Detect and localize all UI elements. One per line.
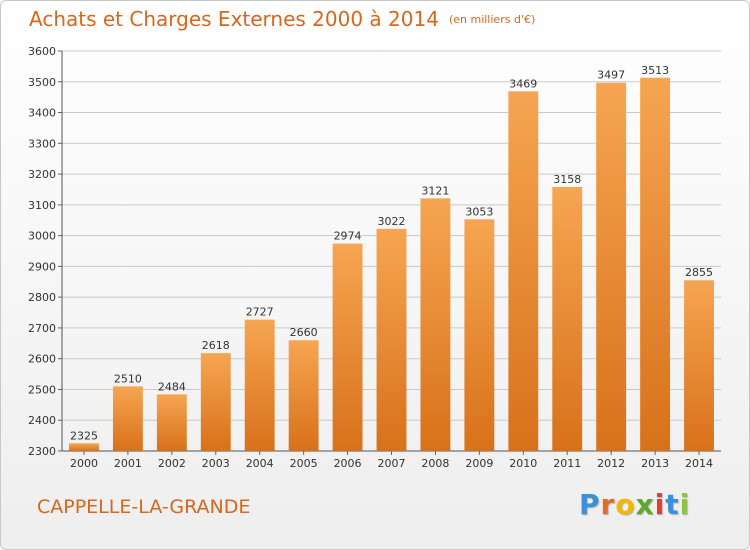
y-tick-label: 2500: [28, 383, 56, 396]
x-tick-label: 2006: [334, 457, 362, 470]
x-tick-label: 2000: [70, 457, 98, 470]
x-tick-label: 2009: [465, 457, 493, 470]
x-tick-label: 2001: [114, 457, 142, 470]
data-label: 2727: [246, 306, 274, 319]
y-tick-label: 3300: [28, 137, 56, 150]
x-tick-label: 2011: [553, 457, 581, 470]
y-tick-label: 2600: [28, 353, 56, 366]
x-tick-label: 2008: [421, 457, 449, 470]
bar: [200, 353, 231, 451]
y-tick-label: 2400: [28, 414, 56, 427]
bar: [112, 386, 143, 451]
bar: [552, 187, 583, 451]
y-tick-label: 3500: [28, 76, 56, 89]
bar: [332, 243, 363, 451]
data-label: 2484: [158, 380, 186, 393]
y-tick-label: 3000: [28, 230, 56, 243]
y-tick-label: 3400: [28, 107, 56, 120]
x-tick-label: 2007: [378, 457, 406, 470]
data-label: 3158: [553, 173, 581, 186]
data-label: 3053: [465, 205, 493, 218]
logo-letter: x: [635, 488, 655, 521]
proxiti-logo: Proxiti: [579, 488, 690, 521]
bar: [640, 77, 671, 452]
x-tick-label: 2012: [597, 457, 625, 470]
x-tick-label: 2014: [685, 457, 713, 470]
bar: [244, 319, 275, 451]
bar: [464, 219, 495, 451]
bar: [508, 91, 539, 452]
chart-title-text: Achats et Charges Externes 2000 à 2014: [29, 7, 439, 31]
bar: [69, 443, 99, 451]
x-tick-label: 2004: [246, 457, 274, 470]
bar: [596, 82, 627, 451]
y-tick-label: 2700: [28, 322, 56, 335]
data-label: 3513: [641, 64, 669, 77]
bar: [684, 280, 714, 451]
data-label: 2325: [70, 429, 98, 442]
data-label: 2510: [114, 372, 142, 385]
x-tick-label: 2003: [202, 457, 230, 470]
data-label: 3022: [378, 215, 406, 228]
logo-letter: t: [665, 488, 680, 521]
chart-subtitle: (en milliers d'€): [448, 13, 536, 26]
logo-letter: o: [615, 488, 636, 521]
y-tick-label: 3600: [28, 45, 56, 58]
data-label: 2974: [334, 230, 362, 243]
y-tick-label: 2800: [28, 291, 56, 304]
y-tick-label: 2300: [28, 445, 56, 458]
x-tick-label: 2013: [641, 457, 669, 470]
data-label: 3497: [597, 69, 625, 82]
bar: [420, 198, 451, 451]
y-tick-label: 2900: [28, 260, 56, 273]
logo-letter: i: [679, 488, 691, 521]
logo-letter: r: [600, 488, 616, 521]
data-label: 2855: [685, 266, 713, 279]
bar: [156, 394, 187, 451]
data-label: 2618: [202, 339, 230, 352]
bar: [376, 228, 407, 451]
logo-letter: P: [579, 488, 601, 521]
logo-letter: i: [654, 488, 666, 521]
data-label: 3469: [509, 77, 537, 90]
data-label: 3121: [421, 184, 449, 197]
x-tick-label: 2005: [290, 457, 318, 470]
y-tick-label: 3200: [28, 168, 56, 181]
data-label: 2660: [290, 326, 318, 339]
x-tick-label: 2002: [158, 457, 186, 470]
place-name: CAPPELLE-LA-GRANDE: [37, 496, 251, 518]
x-tick-label: 2010: [509, 457, 537, 470]
chart-title: Achats et Charges Externes 2000 à 2014 (e…: [29, 7, 535, 31]
bar: [288, 340, 319, 451]
y-tick-label: 3100: [28, 199, 56, 212]
